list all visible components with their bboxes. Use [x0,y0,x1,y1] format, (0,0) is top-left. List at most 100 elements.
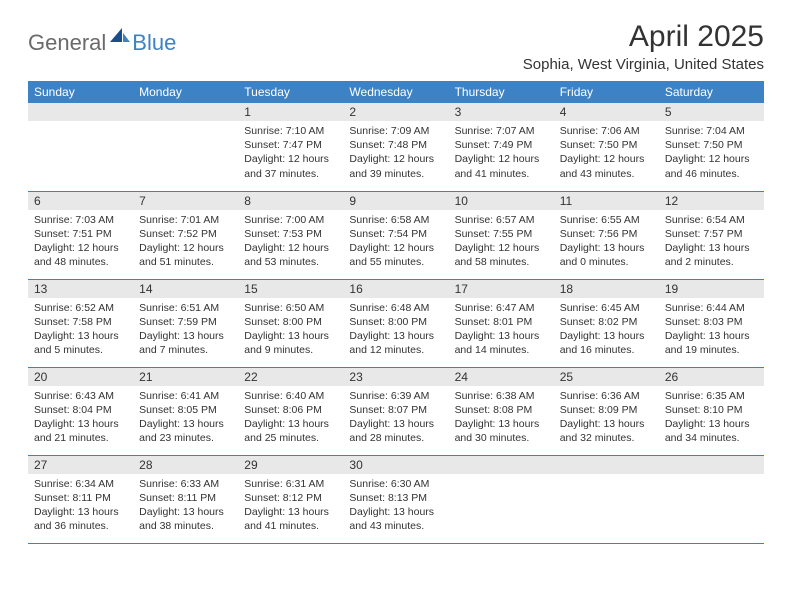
calendar-cell: 6Sunrise: 7:03 AMSunset: 7:51 PMDaylight… [28,191,133,279]
day-header: Thursday [449,81,554,103]
calendar-week-row: 20Sunrise: 6:43 AMSunset: 8:04 PMDayligh… [28,367,764,455]
sunrise-text: Sunrise: 6:51 AM [139,301,232,315]
empty-day-band [28,103,133,121]
header: General Blue April 2025 Sophia, West Vir… [28,20,764,73]
calendar-cell: 30Sunrise: 6:30 AMSunset: 8:13 PMDayligh… [343,455,448,543]
sunset-text: Sunset: 8:10 PM [665,403,758,417]
sunset-text: Sunset: 8:12 PM [244,491,337,505]
calendar-cell: 5Sunrise: 7:04 AMSunset: 7:50 PMDaylight… [659,103,764,191]
daylight-text: Daylight: 13 hours and 5 minutes. [34,329,127,357]
day-details: Sunrise: 7:04 AMSunset: 7:50 PMDaylight:… [659,121,764,187]
daylight-text: Daylight: 12 hours and 41 minutes. [455,152,548,180]
day-number: 26 [659,368,764,386]
daylight-text: Daylight: 13 hours and 43 minutes. [349,505,442,533]
day-details: Sunrise: 6:50 AMSunset: 8:00 PMDaylight:… [238,298,343,364]
sunrise-text: Sunrise: 6:35 AM [665,389,758,403]
day-details: Sunrise: 6:47 AMSunset: 8:01 PMDaylight:… [449,298,554,364]
sunset-text: Sunset: 8:00 PM [244,315,337,329]
daylight-text: Daylight: 13 hours and 38 minutes. [139,505,232,533]
day-number: 25 [554,368,659,386]
daylight-text: Daylight: 13 hours and 7 minutes. [139,329,232,357]
sunset-text: Sunset: 7:55 PM [455,227,548,241]
day-header: Sunday [28,81,133,103]
empty-day-band [449,456,554,474]
sunrise-text: Sunrise: 6:38 AM [455,389,548,403]
daylight-text: Daylight: 13 hours and 28 minutes. [349,417,442,445]
day-details: Sunrise: 6:40 AMSunset: 8:06 PMDaylight:… [238,386,343,452]
daylight-text: Daylight: 12 hours and 46 minutes. [665,152,758,180]
sunrise-text: Sunrise: 6:54 AM [665,213,758,227]
day-number: 18 [554,280,659,298]
daylight-text: Daylight: 13 hours and 19 minutes. [665,329,758,357]
calendar-cell: 9Sunrise: 6:58 AMSunset: 7:54 PMDaylight… [343,191,448,279]
sunset-text: Sunset: 7:50 PM [665,138,758,152]
sunrise-text: Sunrise: 7:00 AM [244,213,337,227]
day-number: 3 [449,103,554,121]
calendar-cell: 17Sunrise: 6:47 AMSunset: 8:01 PMDayligh… [449,279,554,367]
day-number: 1 [238,103,343,121]
day-number: 28 [133,456,238,474]
sunset-text: Sunset: 7:48 PM [349,138,442,152]
sunrise-text: Sunrise: 7:10 AM [244,124,337,138]
calendar-cell: 14Sunrise: 6:51 AMSunset: 7:59 PMDayligh… [133,279,238,367]
day-number: 16 [343,280,448,298]
sunset-text: Sunset: 8:02 PM [560,315,653,329]
calendar-table: Sunday Monday Tuesday Wednesday Thursday… [28,81,764,544]
calendar-cell: 29Sunrise: 6:31 AMSunset: 8:12 PMDayligh… [238,455,343,543]
daylight-text: Daylight: 12 hours and 58 minutes. [455,241,548,269]
calendar-cell: 25Sunrise: 6:36 AMSunset: 8:09 PMDayligh… [554,367,659,455]
day-number: 23 [343,368,448,386]
calendar-cell [28,103,133,191]
daylight-text: Daylight: 13 hours and 30 minutes. [455,417,548,445]
sunset-text: Sunset: 7:47 PM [244,138,337,152]
sunrise-text: Sunrise: 6:50 AM [244,301,337,315]
day-details: Sunrise: 7:00 AMSunset: 7:53 PMDaylight:… [238,210,343,276]
calendar-cell: 22Sunrise: 6:40 AMSunset: 8:06 PMDayligh… [238,367,343,455]
day-number: 21 [133,368,238,386]
sunset-text: Sunset: 7:59 PM [139,315,232,329]
calendar-cell: 15Sunrise: 6:50 AMSunset: 8:00 PMDayligh… [238,279,343,367]
sunrise-text: Sunrise: 7:03 AM [34,213,127,227]
calendar-body: 1Sunrise: 7:10 AMSunset: 7:47 PMDaylight… [28,103,764,543]
calendar-cell: 3Sunrise: 7:07 AMSunset: 7:49 PMDaylight… [449,103,554,191]
daylight-text: Daylight: 12 hours and 37 minutes. [244,152,337,180]
empty-day-band [659,456,764,474]
calendar-cell [659,455,764,543]
sunrise-text: Sunrise: 6:31 AM [244,477,337,491]
sunrise-text: Sunrise: 6:45 AM [560,301,653,315]
logo-text-general: General [28,30,106,56]
sunrise-text: Sunrise: 7:06 AM [560,124,653,138]
day-number: 17 [449,280,554,298]
day-details: Sunrise: 6:48 AMSunset: 8:00 PMDaylight:… [343,298,448,364]
day-number: 13 [28,280,133,298]
daylight-text: Daylight: 12 hours and 51 minutes. [139,241,232,269]
day-number: 22 [238,368,343,386]
calendar-cell: 24Sunrise: 6:38 AMSunset: 8:08 PMDayligh… [449,367,554,455]
sunset-text: Sunset: 7:57 PM [665,227,758,241]
sunset-text: Sunset: 8:11 PM [139,491,232,505]
sunrise-text: Sunrise: 6:36 AM [560,389,653,403]
sunset-text: Sunset: 7:54 PM [349,227,442,241]
daylight-text: Daylight: 13 hours and 25 minutes. [244,417,337,445]
sunset-text: Sunset: 8:13 PM [349,491,442,505]
sunset-text: Sunset: 7:53 PM [244,227,337,241]
calendar-week-row: 1Sunrise: 7:10 AMSunset: 7:47 PMDaylight… [28,103,764,191]
sunset-text: Sunset: 7:52 PM [139,227,232,241]
day-number: 8 [238,192,343,210]
calendar-week-row: 6Sunrise: 7:03 AMSunset: 7:51 PMDaylight… [28,191,764,279]
sunrise-text: Sunrise: 7:01 AM [139,213,232,227]
day-number: 19 [659,280,764,298]
day-header: Saturday [659,81,764,103]
calendar-cell: 12Sunrise: 6:54 AMSunset: 7:57 PMDayligh… [659,191,764,279]
sunrise-text: Sunrise: 6:40 AM [244,389,337,403]
daylight-text: Daylight: 13 hours and 14 minutes. [455,329,548,357]
day-details: Sunrise: 6:34 AMSunset: 8:11 PMDaylight:… [28,474,133,540]
sunset-text: Sunset: 8:06 PM [244,403,337,417]
daylight-text: Daylight: 13 hours and 32 minutes. [560,417,653,445]
day-number: 15 [238,280,343,298]
day-details: Sunrise: 6:55 AMSunset: 7:56 PMDaylight:… [554,210,659,276]
day-details: Sunrise: 6:33 AMSunset: 8:11 PMDaylight:… [133,474,238,540]
day-details: Sunrise: 6:57 AMSunset: 7:55 PMDaylight:… [449,210,554,276]
sunset-text: Sunset: 8:00 PM [349,315,442,329]
day-details: Sunrise: 6:45 AMSunset: 8:02 PMDaylight:… [554,298,659,364]
